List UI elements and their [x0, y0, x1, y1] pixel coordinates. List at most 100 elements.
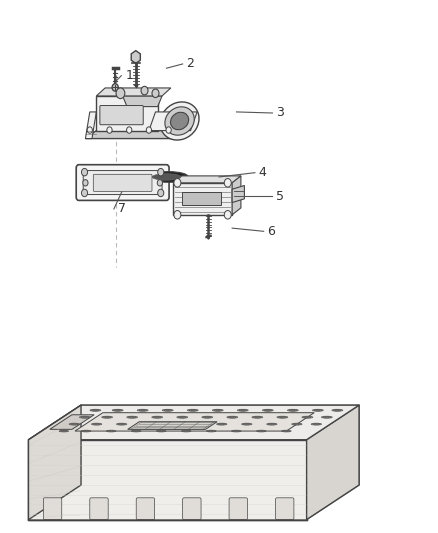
Ellipse shape [79, 416, 90, 418]
Circle shape [83, 180, 88, 186]
Ellipse shape [283, 431, 290, 432]
Ellipse shape [208, 431, 215, 432]
Ellipse shape [264, 409, 272, 411]
Circle shape [174, 211, 181, 219]
Polygon shape [232, 176, 241, 215]
Polygon shape [85, 112, 96, 139]
Ellipse shape [149, 172, 188, 182]
Ellipse shape [59, 430, 69, 432]
Circle shape [81, 189, 88, 197]
Text: 5: 5 [276, 190, 284, 203]
Ellipse shape [207, 430, 216, 432]
Circle shape [81, 168, 88, 176]
Ellipse shape [254, 416, 261, 418]
Polygon shape [232, 185, 244, 203]
Ellipse shape [92, 423, 102, 425]
Ellipse shape [203, 416, 211, 418]
Ellipse shape [262, 409, 273, 411]
Text: 1: 1 [125, 69, 133, 82]
Ellipse shape [217, 423, 227, 425]
Ellipse shape [69, 423, 80, 425]
Ellipse shape [112, 409, 123, 411]
Ellipse shape [279, 416, 286, 418]
Ellipse shape [282, 430, 291, 432]
Ellipse shape [166, 423, 177, 425]
Ellipse shape [189, 409, 197, 411]
Ellipse shape [128, 416, 136, 418]
Polygon shape [75, 413, 314, 431]
Ellipse shape [106, 430, 116, 432]
Text: 6: 6 [268, 225, 276, 238]
Ellipse shape [143, 424, 150, 425]
Ellipse shape [243, 424, 251, 425]
Ellipse shape [268, 424, 276, 425]
Circle shape [157, 180, 162, 186]
Polygon shape [96, 88, 171, 96]
Ellipse shape [83, 431, 89, 432]
Ellipse shape [312, 409, 323, 411]
Ellipse shape [258, 431, 265, 432]
Circle shape [112, 84, 118, 91]
Ellipse shape [311, 423, 321, 425]
Ellipse shape [152, 416, 162, 418]
Ellipse shape [127, 416, 138, 418]
Ellipse shape [156, 430, 166, 432]
Ellipse shape [60, 431, 67, 432]
Ellipse shape [81, 416, 89, 418]
Ellipse shape [292, 423, 302, 425]
Ellipse shape [202, 416, 213, 418]
Ellipse shape [313, 424, 320, 425]
Polygon shape [96, 96, 158, 131]
Text: 2: 2 [187, 58, 194, 70]
Ellipse shape [160, 102, 199, 140]
Text: 3: 3 [276, 107, 284, 119]
Ellipse shape [232, 430, 241, 432]
Ellipse shape [289, 409, 297, 411]
Ellipse shape [191, 423, 202, 425]
Ellipse shape [233, 431, 240, 432]
Ellipse shape [139, 409, 147, 411]
Ellipse shape [168, 424, 175, 425]
FancyBboxPatch shape [183, 498, 201, 520]
Bar [182, 192, 221, 205]
Circle shape [166, 127, 171, 133]
Ellipse shape [212, 409, 223, 411]
Polygon shape [85, 131, 188, 139]
FancyBboxPatch shape [276, 498, 294, 520]
Ellipse shape [152, 174, 180, 180]
Ellipse shape [158, 431, 165, 432]
Polygon shape [28, 440, 307, 520]
Ellipse shape [131, 430, 141, 432]
Ellipse shape [141, 423, 152, 425]
FancyBboxPatch shape [90, 498, 108, 520]
Ellipse shape [293, 424, 300, 425]
Circle shape [87, 127, 92, 133]
Circle shape [174, 179, 181, 187]
Ellipse shape [102, 416, 113, 418]
Ellipse shape [117, 423, 127, 425]
Circle shape [224, 179, 231, 187]
Circle shape [224, 211, 231, 219]
Circle shape [158, 189, 164, 197]
Ellipse shape [153, 416, 161, 418]
Ellipse shape [332, 409, 343, 411]
Polygon shape [128, 422, 217, 430]
Ellipse shape [287, 409, 298, 411]
Ellipse shape [118, 424, 125, 425]
Ellipse shape [239, 409, 247, 411]
Ellipse shape [178, 416, 186, 418]
Polygon shape [28, 405, 81, 520]
Circle shape [127, 127, 132, 133]
Polygon shape [28, 405, 359, 440]
Ellipse shape [252, 416, 263, 418]
Polygon shape [131, 51, 140, 63]
FancyBboxPatch shape [93, 174, 152, 191]
Ellipse shape [314, 409, 322, 411]
Ellipse shape [229, 416, 236, 418]
Ellipse shape [323, 416, 331, 418]
Polygon shape [173, 176, 241, 183]
Ellipse shape [218, 424, 226, 425]
Polygon shape [307, 405, 359, 520]
Circle shape [146, 127, 152, 133]
Ellipse shape [227, 416, 238, 418]
